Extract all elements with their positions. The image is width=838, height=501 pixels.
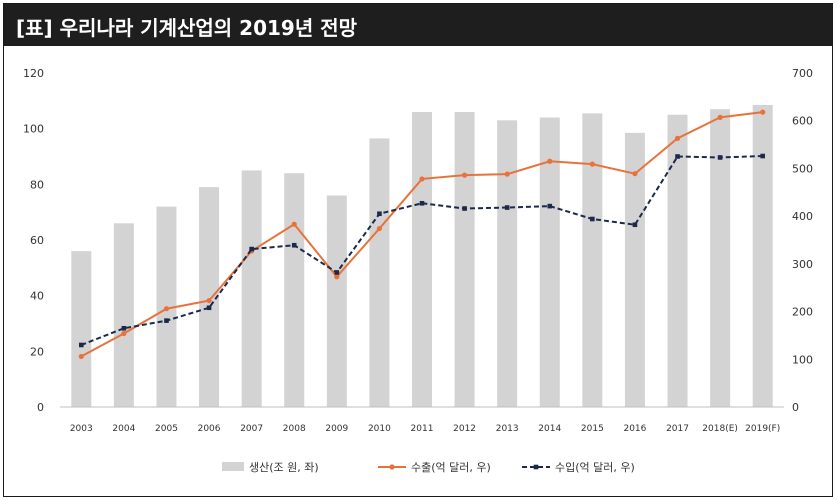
left-axis-tick-label: 40 [30, 290, 44, 303]
bar [497, 120, 518, 408]
x-axis-tick-label: 2005 [155, 424, 178, 434]
legend-label-import: 수입(억 달러, 우) [555, 461, 635, 474]
import-point [377, 211, 382, 217]
export-point [334, 274, 340, 280]
import-point [249, 246, 254, 252]
right-axis-tick-label: 400 [792, 210, 813, 223]
bar [752, 105, 773, 407]
import-point [419, 200, 425, 206]
import-point [291, 242, 297, 248]
x-axis-tick-label: 2017 [666, 424, 689, 434]
bar [113, 223, 134, 407]
bar [199, 187, 220, 407]
x-axis-tick-label: 2014 [538, 424, 561, 434]
left-axis-tick-label: 80 [30, 178, 44, 191]
import-point [632, 222, 638, 228]
x-axis-tick-label: 2016 [623, 424, 646, 434]
export-point [547, 158, 553, 164]
left-axis-tick-label: 20 [30, 345, 44, 358]
import-point [334, 270, 340, 275]
x-axis-tick-label: 2011 [411, 424, 434, 434]
bar [71, 251, 92, 407]
legend-marker-export [389, 464, 395, 470]
export-point [206, 297, 212, 304]
chart-frame: [표] 우리나라 기계산업의 2019년 전망 [3, 3, 833, 497]
export-point [632, 171, 638, 177]
chart-title: [표] 우리나라 기계산업의 2019년 전망 [16, 16, 357, 40]
export-point [78, 353, 84, 360]
bar [369, 138, 390, 408]
right-axis-tick-label: 700 [792, 67, 813, 80]
right-axis-tick-label: 200 [792, 306, 813, 319]
legend-marker-import [533, 464, 539, 470]
left-axis-tick-label: 60 [30, 234, 44, 247]
bar [241, 170, 262, 407]
legend-swatch-production [222, 462, 244, 471]
x-axis-tick-label: 2009 [325, 424, 348, 434]
import-point [121, 325, 127, 331]
x-axis-tick-label: 2007 [240, 424, 263, 434]
import-point [675, 154, 680, 159]
export-point [504, 171, 510, 177]
import-point [547, 203, 553, 209]
legend-label-export: 수출(억 달러, 우) [411, 461, 491, 474]
export-point [461, 172, 468, 178]
bar [326, 195, 347, 407]
x-axis-tick-label: 2012 [453, 424, 476, 434]
bar [412, 111, 432, 407]
import-point [760, 153, 766, 159]
left-axis-tick-label: 100 [23, 123, 44, 136]
export-point [589, 161, 595, 167]
x-axis-tick-label: 2019(F) [745, 424, 780, 434]
export-point [717, 114, 723, 120]
bar [539, 117, 560, 408]
export-point [760, 109, 766, 115]
import-point [504, 205, 510, 210]
bar [582, 113, 603, 407]
x-axis-tick-label: 2003 [70, 424, 93, 434]
bar [624, 132, 645, 407]
bar [284, 173, 305, 407]
import-point [78, 342, 84, 348]
left-axis-tick-label: 120 [23, 67, 44, 80]
right-axis-tick-label: 100 [792, 353, 813, 366]
export-point [163, 306, 170, 312]
left-axis-tick-label: 0 [37, 401, 44, 414]
export-point [674, 135, 681, 141]
right-axis-tick-label: 500 [792, 162, 813, 175]
bar [667, 114, 688, 407]
import-point [164, 318, 169, 323]
export-point [376, 225, 383, 232]
title-bar: [표] 우리나라 기계산업의 2019년 전망 [4, 4, 832, 46]
x-axis-tick-label: 2013 [496, 424, 519, 434]
export-point [419, 176, 425, 182]
import-point [590, 216, 595, 222]
right-axis-tick-label: 0 [792, 401, 799, 414]
x-axis-tick-label: 2006 [198, 424, 221, 434]
right-axis-tick-label: 300 [792, 258, 813, 271]
x-axis-tick-label: 2010 [368, 424, 391, 434]
x-axis-tick-label: 2018(E) [702, 424, 738, 434]
right-axis-tick-label: 600 [792, 115, 813, 128]
bar [710, 109, 731, 407]
bar [454, 111, 475, 407]
x-axis-tick-label: 2008 [283, 424, 306, 434]
export-point [291, 221, 297, 227]
legend-label-production: 생산(조 원, 좌) [249, 461, 319, 474]
import-point [462, 206, 467, 211]
x-axis-tick-label: 2015 [581, 424, 604, 434]
import-line [80, 155, 763, 346]
export-point [121, 330, 127, 337]
import-point [206, 305, 212, 311]
import-point [717, 155, 723, 160]
x-axis-tick-label: 2004 [112, 424, 135, 434]
